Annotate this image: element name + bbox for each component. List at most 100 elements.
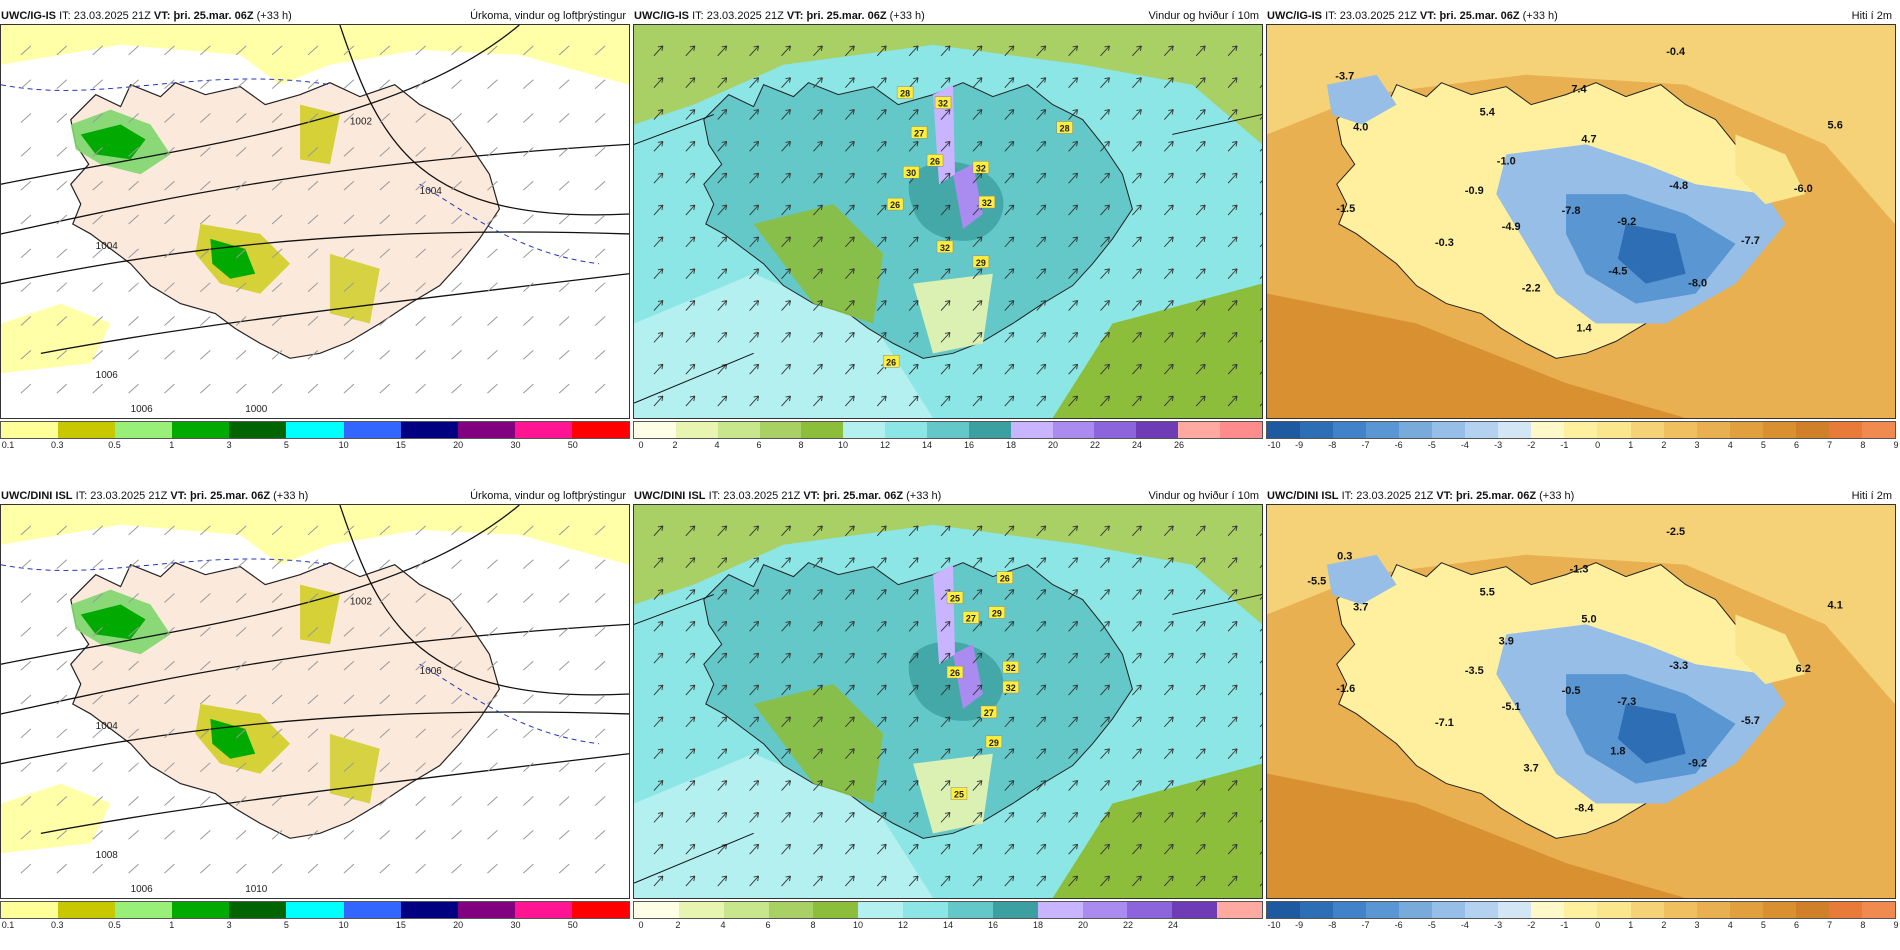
panel-header: UWC/DINI ISL IT: 23.03.2025 21Z VT: þri.… bbox=[1266, 488, 1896, 504]
wind-arrow-head bbox=[913, 843, 919, 850]
wind-arrow-head bbox=[657, 300, 664, 306]
legend-tick-label: 0.1 bbox=[1, 440, 15, 450]
wind-arrow-head bbox=[721, 780, 728, 786]
wind-barb bbox=[487, 79, 498, 90]
wind-arrow bbox=[1132, 748, 1142, 760]
wind-arrow bbox=[1100, 172, 1110, 184]
wind-arrow bbox=[1163, 363, 1174, 375]
wind-arrow-head bbox=[1072, 652, 1079, 659]
wind-arrow-head bbox=[913, 236, 919, 242]
wind-arrow bbox=[813, 45, 823, 57]
valid-time: þri. 25.mar. 06Z bbox=[806, 10, 887, 22]
wind-arrow-head bbox=[657, 557, 664, 563]
wind-barb bbox=[200, 762, 211, 773]
wind-barb bbox=[164, 248, 175, 259]
wind-arrow-head bbox=[689, 140, 696, 147]
temperature-value-label: 4.7 bbox=[1581, 133, 1596, 145]
wind-barb bbox=[20, 248, 32, 259]
wind-barb bbox=[92, 383, 104, 394]
wind-arrow bbox=[844, 236, 855, 248]
wind-arrow bbox=[813, 268, 823, 280]
wind-barb bbox=[594, 113, 606, 123]
temperature-value-label: 0.3 bbox=[1337, 551, 1352, 563]
wind-arrow bbox=[813, 748, 823, 760]
wind-arrow-head bbox=[817, 395, 823, 402]
wind-barb bbox=[92, 694, 104, 705]
legend-tick-label: 4 bbox=[720, 920, 726, 930]
wind-arrow-head bbox=[976, 684, 983, 691]
wind-barb bbox=[558, 383, 570, 394]
wind-arrow bbox=[749, 557, 759, 568]
temperature-value-label: -0.3 bbox=[1435, 237, 1454, 249]
wind-arrow-head bbox=[1104, 109, 1110, 115]
legend-swatch bbox=[115, 422, 173, 438]
wind-arrow bbox=[1227, 172, 1238, 184]
wind-arrow bbox=[1163, 748, 1174, 760]
wind-arrow bbox=[749, 109, 759, 120]
wind-arrow bbox=[1004, 236, 1015, 248]
temperature-value-label: -5.7 bbox=[1741, 715, 1760, 727]
wind-barb bbox=[307, 863, 319, 874]
wind-arrow bbox=[1068, 363, 1078, 375]
wind-arrow bbox=[1004, 557, 1015, 568]
wind-barb bbox=[271, 559, 283, 570]
wind-arrow bbox=[1036, 621, 1047, 632]
wind-arrow bbox=[972, 589, 983, 600]
wind-arrow bbox=[749, 45, 759, 57]
wind-arrow bbox=[1163, 684, 1174, 696]
run-info: UWC/DINI ISL IT: 23.03.2025 21Z VT: þri.… bbox=[1267, 490, 1574, 502]
legend-tick-label: -4 bbox=[1460, 920, 1469, 930]
wind-arrow-head bbox=[753, 140, 760, 147]
wind-arrow-head bbox=[817, 557, 823, 563]
wind-arrow-head bbox=[1232, 236, 1238, 242]
wind-arrow-head bbox=[1040, 684, 1047, 691]
wind-arrow-head bbox=[881, 748, 887, 754]
wind-arrow-head bbox=[849, 300, 855, 306]
legend-colorbar bbox=[1266, 421, 1896, 439]
wind-arrow bbox=[972, 395, 983, 407]
wind-arrow-head bbox=[1232, 652, 1238, 659]
gust-badge-box bbox=[946, 665, 964, 679]
wind-barb bbox=[487, 559, 498, 570]
valid-time-label: VT: bbox=[1436, 490, 1453, 502]
wind-barb bbox=[307, 282, 319, 293]
wind-arrow-head bbox=[817, 172, 823, 179]
wind-barb bbox=[92, 660, 104, 671]
wind-arrow-head bbox=[944, 557, 951, 563]
wind-arrow-head bbox=[785, 45, 791, 51]
lead-time: (+33 h) bbox=[906, 490, 942, 502]
wind-barb bbox=[558, 180, 570, 191]
wind-arrow-head bbox=[1168, 875, 1174, 882]
legend-tick-label: 3 bbox=[1694, 920, 1700, 930]
legend-swatch bbox=[1564, 422, 1598, 438]
wind-arrow bbox=[908, 109, 919, 120]
wind-arrow bbox=[1195, 684, 1206, 696]
wind-arrow-head bbox=[1168, 109, 1174, 115]
wind-barb bbox=[343, 316, 355, 326]
gust-badge-value: 26 bbox=[886, 357, 896, 367]
wind-barb bbox=[487, 316, 498, 326]
wind-arrow-head bbox=[753, 363, 760, 370]
gust-value-badge: 26 bbox=[946, 665, 964, 679]
legend-tick-label: 6 bbox=[756, 440, 762, 450]
wind-arrow-head bbox=[1200, 268, 1206, 274]
wind-barb bbox=[92, 147, 104, 157]
wind-arrow-head bbox=[721, 236, 728, 242]
wind-arrow bbox=[717, 172, 728, 184]
legend-swatch bbox=[1267, 902, 1301, 918]
wind-arrow bbox=[685, 77, 696, 88]
legend-tick-label: 0 bbox=[1595, 920, 1601, 930]
precip-area bbox=[300, 584, 340, 645]
wind-arrow bbox=[908, 204, 919, 216]
map-panel-temp: UWC/DINI ISL IT: 23.03.2025 21Z VT: þri.… bbox=[1266, 488, 1899, 948]
wind-arrow-head bbox=[1200, 843, 1206, 850]
legend-tick-label: 0.3 bbox=[51, 920, 64, 930]
wind-barb bbox=[20, 796, 32, 806]
wind-arrow-head bbox=[1072, 557, 1079, 563]
wind-barb bbox=[235, 282, 247, 293]
wind-arrow bbox=[749, 652, 759, 664]
wind-barb bbox=[128, 45, 139, 56]
legend-swatch bbox=[1, 902, 59, 918]
temperature-value-label: -4.5 bbox=[1608, 266, 1627, 278]
legend-tick-label: 10 bbox=[338, 440, 349, 450]
